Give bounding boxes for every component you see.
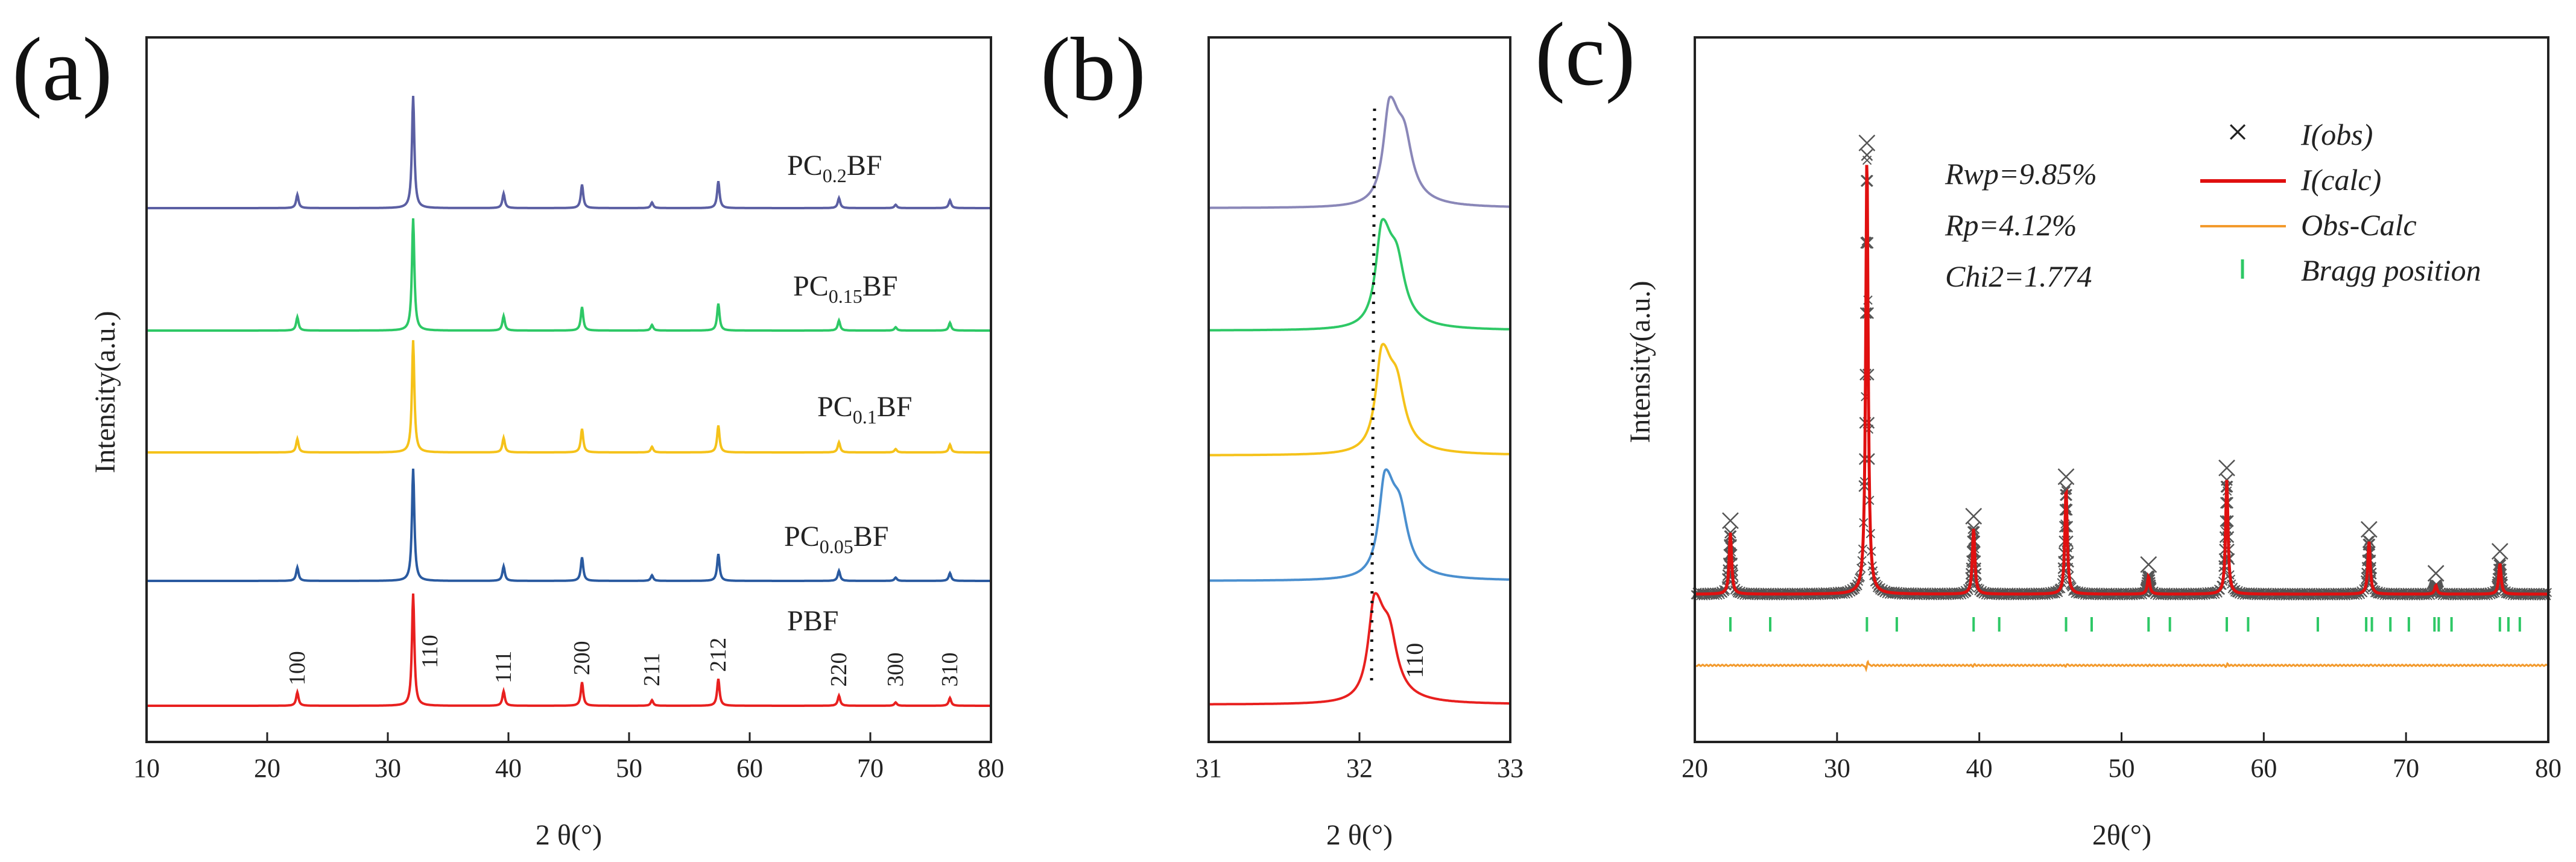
panel-a-tick-label: 10 xyxy=(133,753,160,783)
panel-a-series-line xyxy=(148,340,990,454)
panel-a-hkl-label: 211 xyxy=(639,653,665,686)
panel-a-series-label: PC0.15BF xyxy=(793,270,897,307)
panel-c-tick-label: 50 xyxy=(2109,753,2135,783)
panel-a-series-line xyxy=(148,468,990,582)
panel-a-hkl-label: 100 xyxy=(285,651,310,685)
panel-a-series-line xyxy=(148,218,990,332)
panel-a-ylabel: Intensity(a.u.) xyxy=(89,311,121,473)
panel-b-series-line xyxy=(1210,592,1509,706)
panel-c-tick-label: 40 xyxy=(1966,753,1993,783)
panel-c-calculated-line xyxy=(1696,165,2547,596)
panel-a-tick-label: 60 xyxy=(736,753,763,783)
fit-stat-rwp: Rwp=9.85% xyxy=(1945,157,2097,191)
panel-a-series-label: PC0.1BF xyxy=(817,391,912,428)
fit-stat-chi2: Chi2=1.774 xyxy=(1945,259,2092,293)
panel-b-tick-label: 33 xyxy=(1497,753,1524,783)
panel-c-difference-line xyxy=(1695,659,2548,673)
panel-a-series-label: PC0.05BF xyxy=(784,521,888,557)
panel-c-xlabel: 2θ(°) xyxy=(2092,819,2151,851)
panel-a-label: (a) xyxy=(12,19,112,119)
panel-b-series xyxy=(1210,95,1510,706)
panel-a-tick-label: 20 xyxy=(254,753,280,783)
legend-diff-label: Obs-Calc xyxy=(2301,208,2417,242)
panel-a-tick-label: 70 xyxy=(857,753,884,783)
panel-a-hkl-label: 212 xyxy=(706,638,731,672)
legend-bragg-label: Bragg position xyxy=(2301,253,2481,287)
panel-c-label: (c) xyxy=(1535,4,1635,104)
panel-c-observed-points xyxy=(1691,155,2552,601)
panel-a-hkl-label: 220 xyxy=(826,653,852,687)
fit-stat-rp: Rp=4.12% xyxy=(1945,208,2077,242)
panel-c-legend: × I(obs) I(calc) Obs-Calc Bragg position xyxy=(2200,110,2481,287)
panel-b-series-line xyxy=(1210,343,1510,457)
legend-calc-label: I(calc) xyxy=(2300,163,2381,197)
panel-c-fit-stats: Rwp=9.85% Rp=4.12% Chi2=1.774 xyxy=(1945,157,2097,293)
panel-b-xlabel: 2 θ(°) xyxy=(1326,819,1393,851)
panel-a-hkl-label: 110 xyxy=(417,635,443,668)
panel-c-tick-label: 70 xyxy=(2393,753,2419,783)
panel-b-series-line xyxy=(1210,218,1510,332)
panel-a-tick-label: 40 xyxy=(495,753,522,783)
legend-obs-marker: × xyxy=(2227,110,2248,153)
panel-b-hkl-label: 110 xyxy=(1401,643,1428,679)
panel-a: (a) Intensity(a.u.) 2 θ(°) 10 20 30 40 50 60 7… xyxy=(12,19,1004,851)
panel-a-frame xyxy=(145,36,992,743)
panel-a-hkl-label: 300 xyxy=(883,653,908,687)
panel-c-observed-peak-points xyxy=(1721,135,2508,598)
panel-a-hkl-label: 200 xyxy=(569,641,595,675)
panel-b-frame xyxy=(1207,36,1511,743)
panel-b-series-line xyxy=(1210,468,1510,582)
panel-a-series-line xyxy=(148,593,990,707)
panel-a-tick-label: 50 xyxy=(616,753,642,783)
panel-c-frame xyxy=(1694,36,2549,743)
panel-c-plot xyxy=(1691,135,2552,673)
panel-c-tick-label: 30 xyxy=(1824,753,1850,783)
panel-a-hkl-label: 111 xyxy=(491,651,516,683)
panel-c-ylabel: Intensity(a.u.) xyxy=(1624,280,1656,443)
panel-c-tick-label: 80 xyxy=(2535,753,2562,783)
panel-c-xticks: 20 30 40 50 60 70 80 xyxy=(1682,732,2562,783)
legend-obs-label: I(obs) xyxy=(2300,118,2373,151)
panel-b-guide-line xyxy=(1370,108,1376,688)
panel-a-series-labels: PBF PC0.05BF PC0.1BF PC0.15BF PC0.2BF xyxy=(784,150,912,637)
panel-b: (b) 2 θ(°) 31 32 33 110 xyxy=(1040,19,1524,851)
panel-c: (c) Intensity(a.u.) 2θ(°) 20 30 40 50 60 70 80… xyxy=(1535,4,2562,851)
panel-b-xticks: 31 32 33 xyxy=(1195,732,1524,783)
panel-a-series-label: PBF xyxy=(787,605,838,637)
panel-a-tick-label: 30 xyxy=(375,753,401,783)
panel-a-xlabel: 2 θ(°) xyxy=(536,819,602,851)
panel-a-series xyxy=(148,95,990,707)
panel-a-hkl-labels: 100 110 111 200 211 212 220 300 310 xyxy=(285,635,963,686)
panel-a-xticks: 10 20 30 40 50 60 70 80 xyxy=(133,732,1004,783)
panel-a-series-line xyxy=(148,95,990,209)
panel-b-series-line xyxy=(1210,95,1509,209)
panel-b-tick-label: 31 xyxy=(1195,753,1222,783)
panel-c-tick-label: 60 xyxy=(2250,753,2277,783)
panel-a-hkl-label: 310 xyxy=(937,653,963,687)
panel-b-label: (b) xyxy=(1040,19,1146,119)
panel-c-tick-label: 20 xyxy=(1682,753,1708,783)
panel-a-tick-label: 80 xyxy=(978,753,1004,783)
panel-a-series-label: PC0.2BF xyxy=(787,150,882,186)
panel-b-tick-label: 32 xyxy=(1346,753,1373,783)
